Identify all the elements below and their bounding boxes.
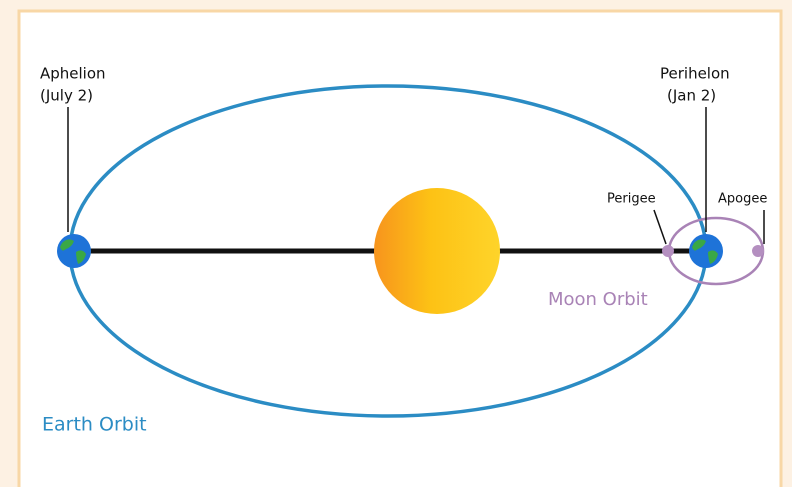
perigee-pointer — [653, 209, 667, 245]
apogee-label: Apogee — [718, 192, 767, 207]
aphelion-date: (July 2) — [40, 87, 93, 105]
earth-left — [57, 234, 91, 268]
perihelion-date: (Jan 2) — [667, 87, 716, 105]
earth-orbit-label: Earth Orbit — [42, 414, 147, 436]
aphelion-label: Aphelion — [40, 65, 106, 83]
moon-orbit-label: Moon Orbit — [548, 289, 648, 310]
sun — [374, 188, 500, 314]
perihelion-label: Perihelon — [660, 65, 730, 83]
apogee-point — [752, 245, 764, 257]
earth-right — [689, 234, 723, 268]
perigee-point — [662, 245, 674, 257]
perigee-label: Perigee — [607, 192, 656, 207]
